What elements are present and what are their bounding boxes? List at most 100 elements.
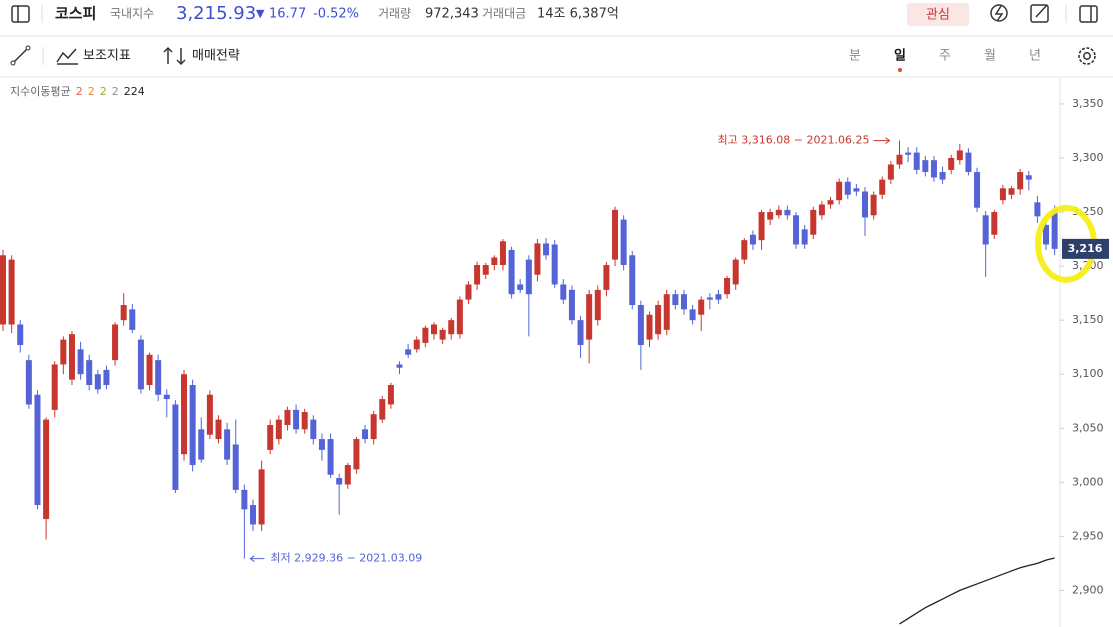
candle-body: [293, 409, 300, 430]
period-tab[interactable]: 주: [939, 49, 951, 64]
settings-icon[interactable]: [1078, 47, 1096, 65]
watch-button[interactable]: [907, 3, 969, 26]
candle-body: [17, 324, 24, 346]
candle-body: [991, 212, 998, 235]
active-dot: [898, 68, 902, 72]
panel-toggle[interactable]: [1079, 5, 1098, 23]
candle-body: [8, 259, 15, 325]
candle-body: [422, 327, 429, 343]
candle-body: [215, 419, 222, 440]
candle-body: [551, 244, 558, 285]
indicators-button[interactable]: 보조지표: [83, 49, 131, 64]
candle-body: [301, 412, 308, 430]
candle-body: [232, 444, 239, 490]
y-tick-label: 3,050: [1072, 421, 1104, 434]
candle-body: [224, 429, 231, 460]
candle-body: [646, 314, 653, 340]
candle-body: [560, 284, 567, 300]
candle-body: [370, 414, 377, 440]
candle-body: [896, 154, 903, 165]
amount: 14조 6,387억: [537, 7, 619, 22]
candle-body: [749, 234, 756, 245]
candle-body: [405, 349, 412, 355]
candle-body: [120, 305, 127, 321]
candle-body: [0, 255, 6, 325]
edit-icon[interactable]: [1030, 4, 1049, 23]
draw-tool[interactable]: [10, 45, 31, 66]
candle-body: [1051, 209, 1058, 249]
period-tab[interactable]: 분: [849, 49, 861, 64]
candle-body: [439, 329, 446, 340]
candle-body: [741, 240, 748, 260]
candle-body: [956, 150, 963, 161]
candle-body: [793, 215, 800, 245]
candle-body: [887, 164, 894, 180]
candle-body: [775, 209, 782, 216]
candle-body: [913, 152, 920, 170]
amount-label: 거래대금: [482, 7, 526, 21]
candle-body: [474, 265, 481, 285]
candle-body: [879, 179, 886, 195]
period-tab[interactable]: 월: [984, 49, 996, 64]
flash-icon[interactable]: [990, 4, 1008, 22]
change: 16.77: [269, 7, 306, 22]
y-tick-label: 3,350: [1072, 97, 1104, 110]
candle-body: [698, 299, 705, 315]
ma-legend-entry: 2: [112, 85, 119, 98]
strategy-button[interactable]: 매매전략: [192, 49, 240, 64]
candle-body: [543, 243, 550, 256]
candle-body: [758, 212, 765, 241]
watch-label[interactable]: 관심: [926, 8, 950, 23]
candle-body: [491, 257, 498, 266]
arrow: [249, 555, 265, 563]
candle-body: [905, 152, 912, 155]
candle-body: [870, 194, 877, 216]
candle-body: [715, 294, 722, 300]
candle-body: [94, 374, 101, 390]
ma-legend-entry: 2: [88, 85, 95, 98]
candle-body: [103, 369, 110, 386]
candle-body: [51, 364, 58, 410]
candle-body: [465, 284, 472, 300]
price: 3,215.93: [176, 3, 256, 24]
candle-body: [724, 277, 731, 295]
sidebar-toggle[interactable]: [11, 5, 30, 23]
candle-body: [379, 399, 386, 420]
candle-body: [129, 309, 136, 330]
candle-body: [86, 360, 93, 386]
strategy-icon[interactable]: [163, 46, 186, 66]
candle-body: [948, 157, 955, 170]
low-annotation: 최저 2,929.36 − 2021.03.09: [270, 552, 422, 565]
candle-body: [853, 188, 860, 192]
candle-body: [362, 429, 369, 440]
candle-body: [181, 374, 188, 455]
candle-body: [784, 209, 791, 216]
candle-body: [499, 241, 506, 266]
candle-body: [353, 439, 360, 470]
candle-body: [448, 320, 455, 335]
candle-body: [387, 385, 394, 405]
candle-body: [155, 360, 162, 395]
candle-body: [43, 419, 50, 520]
indicator-icon[interactable]: [56, 48, 77, 63]
candle-body: [189, 385, 196, 466]
period-tab[interactable]: 년: [1029, 49, 1041, 64]
candle-body: [431, 324, 437, 335]
index-name: 코스피: [55, 5, 96, 23]
candle-body: [456, 299, 463, 335]
y-tick-label: 2,900: [1072, 583, 1104, 596]
y-tick-label: 2,950: [1072, 529, 1104, 542]
candle-body: [930, 160, 937, 178]
ma-legend-entry: 2: [100, 85, 107, 98]
period-tab[interactable]: 일: [894, 49, 906, 64]
price-tag-label: 3,216: [1068, 242, 1103, 255]
candle-body: [267, 425, 274, 450]
candle-body: [396, 364, 403, 368]
candle-body: [965, 152, 972, 173]
candle-body: [146, 354, 153, 386]
candle-body: [198, 429, 205, 460]
candle-body: [732, 259, 739, 285]
high-annotation: 최고 3,316.08 − 2021.06.25: [718, 134, 870, 147]
candle-body: [310, 419, 317, 440]
